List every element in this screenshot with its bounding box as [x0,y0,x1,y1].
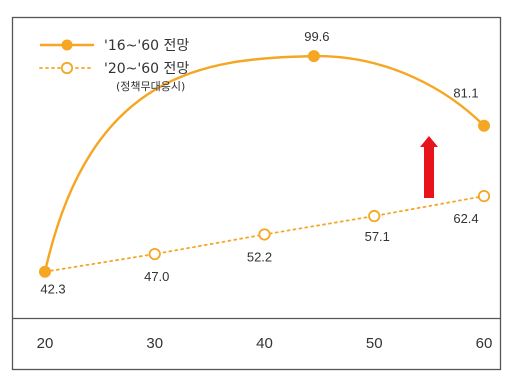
legend-marker-2020 [60,61,74,75]
data-point-2020 [477,189,491,203]
legend-label-2020: '20~'60 전망 [104,61,189,77]
series-line-2016 [43,54,485,272]
data-label: 47.0 [144,269,169,284]
data-point-2020 [148,247,161,261]
data-point-2016 [307,50,320,63]
x-tick-label: 30 [146,335,163,352]
chart-frame [11,16,502,371]
x-tick-label: 60 [476,335,493,352]
data-label: 62.4 [453,211,478,226]
legend: '16~'60 전망 '20~'60 전망 (정책무대응시) [39,38,189,93]
legend-marker-2016 [61,39,73,51]
data-point-2020 [368,209,381,223]
data-label: 81.1 [453,86,478,101]
x-tick-label: 20 [37,335,54,352]
legend-label-2016: '16~'60 전망 [104,38,189,54]
data-point-2016 [478,119,490,132]
data-label: 99.6 [304,29,329,44]
data-label: 52.2 [247,249,272,264]
data-label: 42.3 [40,282,65,297]
plot-area: 20 30 40 50 60 42.3 99.6 81.1 47.0 52.2 57.1 62.4 [37,29,493,352]
legend-sublabel-2020: (정책무대응시) [116,80,185,93]
data-point-2016 [39,265,51,278]
up-arrow-icon [420,136,438,198]
data-point-2020 [258,228,271,241]
data-label: 57.1 [365,229,390,244]
x-tick-label: 50 [366,335,383,352]
x-tick-label: 40 [256,335,273,352]
